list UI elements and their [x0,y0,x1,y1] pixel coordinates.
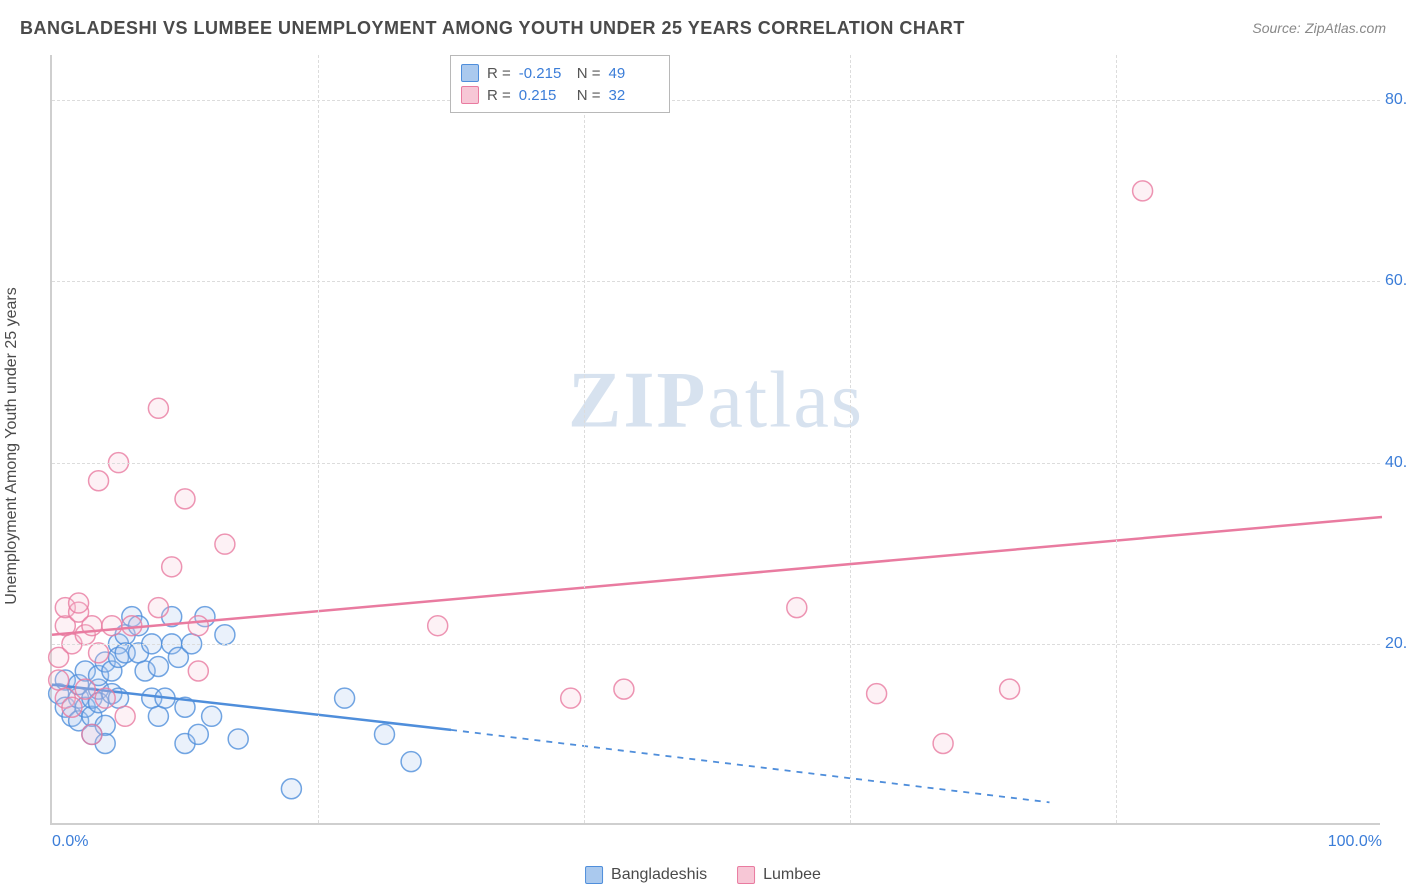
gridline-vertical [584,55,585,823]
scatter-point [428,616,448,636]
gridline-horizontal [52,100,1380,101]
scatter-point [281,779,301,799]
scatter-point [614,679,634,699]
y-tick-label: 60.0% [1385,272,1406,290]
scatter-point [215,625,235,645]
scatter-point [215,534,235,554]
legend-swatch [461,64,479,82]
scatter-point [148,706,168,726]
scatter-point [89,471,109,491]
stats-r-value: 0.215 [519,87,569,104]
legend-label: Lumbee [763,866,821,884]
scatter-point [49,670,69,690]
scatter-point [401,752,421,772]
legend-swatch [585,866,603,884]
gridline-vertical [850,55,851,823]
chart-title: BANGLADESHI VS LUMBEE UNEMPLOYMENT AMONG… [20,18,965,39]
legend-swatch [737,866,755,884]
scatter-point [202,706,222,726]
stats-n-value: 49 [609,65,659,82]
stats-n-label: N = [577,87,601,104]
scatter-point [188,616,208,636]
scatter-point [82,724,102,744]
scatter-point [162,557,182,577]
gridline-horizontal [52,281,1380,282]
gridline-horizontal [52,463,1380,464]
scatter-point [1133,181,1153,201]
source-label: Source: [1252,20,1300,36]
y-tick-label: 80.0% [1385,91,1406,109]
stats-row: R = 0.215 N = 32 [461,84,659,106]
scatter-point [95,688,115,708]
source-attribution: Source: ZipAtlas.com [1252,20,1386,38]
legend-item: Lumbee [737,866,821,884]
legend-swatch [461,86,479,104]
scatter-point [115,706,135,726]
stats-r-label: R = [487,87,511,104]
scatter-point [148,398,168,418]
y-axis-label: Unemployment Among Youth under 25 years [3,287,21,605]
scatter-point [188,724,208,744]
scatter-point [787,598,807,618]
scatter-point [933,733,953,753]
stats-n-label: N = [577,65,601,82]
source-name: ZipAtlas.com [1305,20,1386,36]
chart-svg [52,55,1380,823]
scatter-point [62,697,82,717]
scatter-point [102,616,122,636]
stats-r-value: -0.215 [519,65,569,82]
trend-line [52,517,1382,635]
bottom-legend: Bangladeshis Lumbee [585,866,821,884]
gridline-horizontal [52,644,1380,645]
scatter-point [335,688,355,708]
scatter-point [228,729,248,749]
scatter-point [1000,679,1020,699]
x-tick-max: 100.0% [1328,833,1382,851]
scatter-point [175,489,195,509]
stats-r-label: R = [487,65,511,82]
gridline-vertical [318,55,319,823]
scatter-point [561,688,581,708]
scatter-point [188,661,208,681]
y-tick-label: 20.0% [1385,635,1406,653]
scatter-point [148,598,168,618]
correlation-stats-box: R = -0.215 N = 49 R = 0.215 N = 32 [450,55,670,113]
x-tick-min: 0.0% [52,833,88,851]
stats-n-value: 32 [609,87,659,104]
scatter-point [867,684,887,704]
plot-area: ZIPatlas 20.0%40.0%60.0%80.0%0.0%100.0% [50,55,1380,825]
legend-item: Bangladeshis [585,866,707,884]
scatter-point [122,616,142,636]
scatter-point [89,643,109,663]
gridline-vertical [1116,55,1117,823]
trend-line-dashed [451,730,1050,802]
scatter-point [75,679,95,699]
scatter-point [375,724,395,744]
legend-label: Bangladeshis [611,866,707,884]
stats-row: R = -0.215 N = 49 [461,62,659,84]
scatter-point [69,593,89,613]
scatter-point [148,656,168,676]
y-tick-label: 40.0% [1385,454,1406,472]
